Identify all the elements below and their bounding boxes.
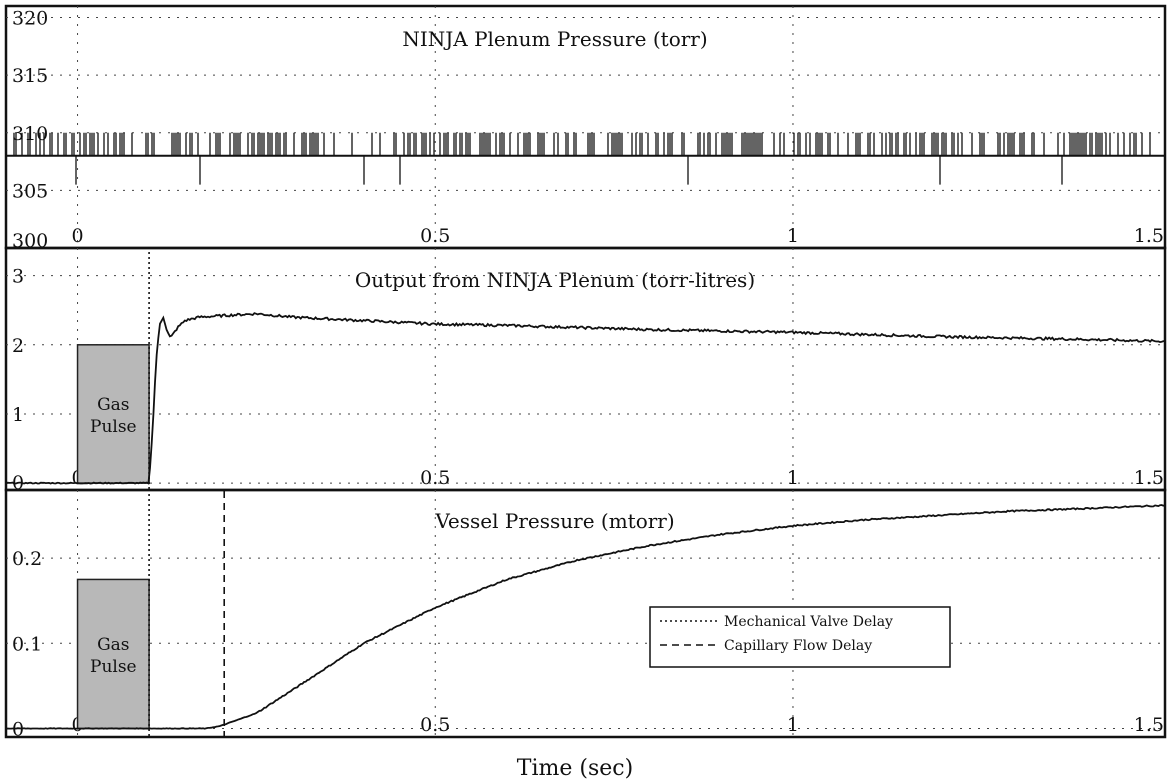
- legend: Mechanical Valve Delay Capillary Flow Del…: [649, 606, 951, 668]
- panel-frame: [4, 488, 1167, 739]
- legend-box: [649, 606, 951, 668]
- x-tick-label: 1.5: [1134, 467, 1164, 489]
- y-tick-label: 320: [12, 8, 48, 30]
- x-tick-label: 1.5: [1134, 225, 1164, 247]
- y-tick-label: 305: [12, 180, 48, 202]
- gas-pulse-label: Gas: [97, 395, 129, 415]
- x-tick-label: 0.5: [420, 467, 450, 489]
- x-tick-label: 0.5: [420, 225, 450, 247]
- y-tick-label: 300: [12, 230, 48, 252]
- panel-title: Vessel Pressure (mtorr): [434, 509, 674, 533]
- panel-title: NINJA Plenum Pressure (torr): [402, 27, 707, 51]
- gas-pulse-box: [76, 578, 150, 730]
- x-tick-label: 1: [787, 225, 799, 247]
- gas-pulse-label: Pulse: [90, 657, 137, 677]
- x-tick-label: 1.5: [1134, 714, 1164, 736]
- y-tick-label: 3: [12, 266, 24, 288]
- x-tick-label: 1: [787, 467, 799, 489]
- gas-pulse-label: Gas: [97, 635, 129, 655]
- series-line: [5, 312, 1166, 485]
- x-tick-label: 0: [71, 225, 83, 247]
- gas-pulse-label: Pulse: [90, 417, 137, 437]
- y-tick-label: 0.1: [12, 633, 42, 655]
- y-tick-label: 0.2: [12, 548, 42, 570]
- x-tick-label: 1: [787, 714, 799, 736]
- series-line: [5, 504, 1166, 730]
- legend-label: Capillary Flow Delay: [724, 638, 872, 654]
- x-tick-label: 0.5: [420, 714, 450, 736]
- panel-title: Output from NINJA Plenum (torr-litres): [355, 268, 755, 292]
- y-tick-label: 2: [12, 335, 24, 357]
- pressure-noise: [13, 132, 1151, 185]
- legend-label: Mechanical Valve Delay: [724, 614, 893, 630]
- y-tick-label: 1: [12, 404, 24, 426]
- x-axis-label: Time (sec): [517, 756, 633, 781]
- y-tick-label: 0: [12, 718, 24, 740]
- y-tick-label: 315: [12, 65, 48, 87]
